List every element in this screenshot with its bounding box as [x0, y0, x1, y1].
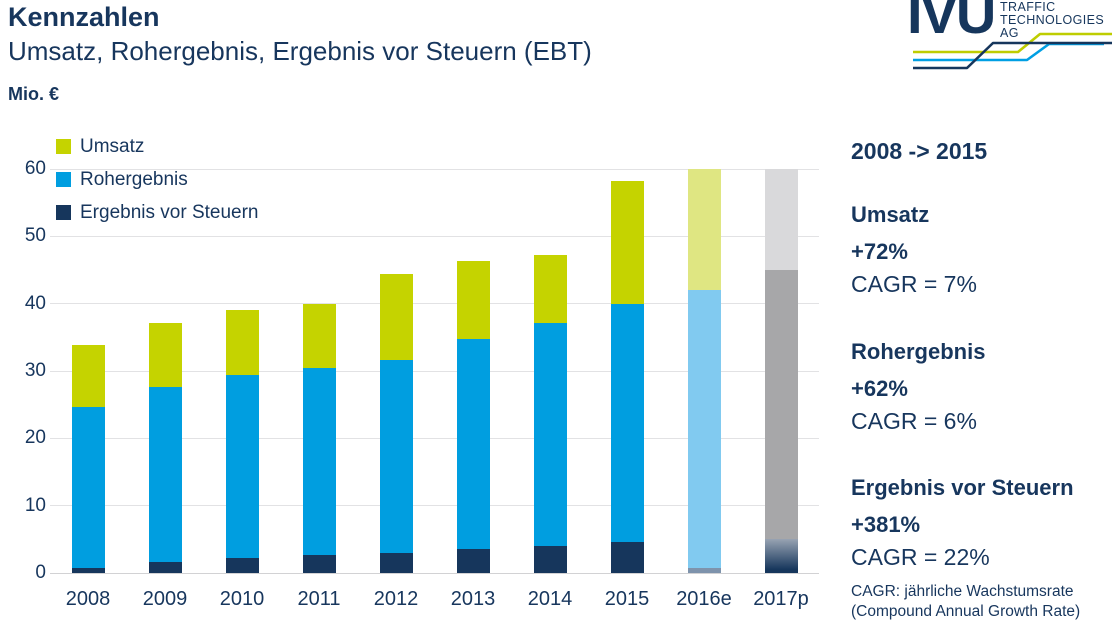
cagr-footnote-line2: (Compound Annual Growth Rate) [851, 603, 1081, 620]
x-axis-label-2011: 2011 [297, 588, 341, 610]
legend-label-2: Ergebnis vor Steuern [80, 201, 259, 223]
bar-2014-ebt-segment [533, 546, 567, 573]
bar-2016e-umsatz-segment [687, 169, 721, 291]
legend-item-2: Ergebnis vor Steuern [56, 202, 259, 223]
bar-2010-ebt-segment [225, 557, 259, 573]
unit-label: Mio. € [8, 84, 60, 104]
x-axis-label-2016e: 2016e [676, 588, 732, 610]
gridline-40 [50, 303, 819, 305]
bar-2015-ebt-segment [610, 542, 644, 573]
y-axis-tick-20: 20 [24, 427, 46, 449]
bar-2017p-umsatz-segment [764, 169, 798, 270]
gridline-50 [50, 235, 819, 237]
x-axis-label-2015: 2015 [604, 588, 650, 610]
metric-rohergebnis-growth: +62% [851, 376, 908, 401]
bar-2016e-rohergebnis-segment [687, 290, 721, 568]
bar-2014-umsatz-segment [533, 255, 567, 324]
chart-legend: Umsatz Rohergebnis Ergebnis vor Steuern [56, 136, 259, 235]
y-axis-tick-60: 60 [24, 158, 46, 179]
legend-item-1: Rohergebnis [56, 169, 259, 190]
y-axis-tick-30: 30 [24, 360, 46, 381]
legend-label-1: Rohergebnis [80, 168, 188, 190]
legend-swatch-0 [56, 139, 71, 154]
bar-2009-rohergebnis-segment [148, 387, 182, 562]
x-axis-label-2010: 2010 [219, 588, 265, 610]
x-axis-label-2009: 2009 [142, 588, 188, 610]
bar-2015-umsatz-segment [610, 181, 644, 304]
bar-2011-rohergebnis-segment [302, 368, 336, 555]
bar-2008-ebt-segment [71, 567, 105, 573]
y-axis-tick-50: 50 [24, 225, 46, 247]
bar-2010-umsatz-segment [225, 310, 259, 376]
y-axis-tick-10: 10 [24, 494, 46, 516]
y-axis-tick-0: 0 [35, 562, 46, 583]
cagr-footnote-line1: CAGR: jährliche Wachstumsrate [851, 583, 1074, 600]
metric-umsatz-growth: +72% [851, 239, 908, 264]
x-axis-label-2014: 2014 [527, 588, 573, 610]
bar-2008-umsatz-segment [71, 345, 105, 407]
bar-2014-rohergebnis-segment [533, 323, 567, 547]
bar-2009-ebt-segment [148, 561, 182, 573]
gridline-30 [50, 370, 819, 372]
x-axis-label-2012: 2012 [373, 588, 419, 610]
x-axis-label-2017p: 2017p [753, 588, 809, 610]
y-axis-tick-40: 40 [24, 292, 46, 314]
metric-rohergebnis-cagr: CAGR = 6% [851, 408, 977, 434]
metric-ebt-cagr: CAGR = 22% [851, 544, 990, 570]
bar-2013-ebt-segment [456, 549, 490, 573]
bar-2012-rohergebnis-segment [379, 359, 413, 553]
metric-umsatz-name: Umsatz [851, 202, 930, 227]
page-subtitle: Umsatz, Rohergebnis, Ergebnis vor Steuer… [8, 36, 592, 66]
bar-2015-rohergebnis-segment [610, 303, 644, 543]
summary-panel: 2008 -> 2015 Umsatz +72% CAGR = 7% Roher… [851, 0, 1113, 628]
logo-tagline: TRAFFIC TECHNOLOGIES AG [1000, 0, 1105, 40]
x-axis-label-2013: 2013 [450, 588, 496, 610]
bar-2011-umsatz-segment [302, 304, 336, 369]
metric-ebt-name: Ergebnis vor Steuern [851, 475, 1074, 500]
bar-2008-rohergebnis-segment [71, 406, 105, 568]
bar-2012-umsatz-segment [379, 274, 413, 360]
legend-item-0: Umsatz [56, 136, 259, 157]
bar-2013-rohergebnis-segment [456, 339, 490, 550]
gridline-10 [50, 505, 819, 507]
logo-track-lines-icon [913, 32, 1112, 70]
bar-2011-ebt-segment [302, 554, 336, 573]
gridline-60 [50, 168, 819, 170]
metric-umsatz-cagr: CAGR = 7% [851, 271, 977, 297]
metric-rohergebnis-name: Rohergebnis [851, 339, 986, 364]
bar-2016e-ebt-segment [687, 567, 721, 573]
bar-2009-umsatz-segment [148, 322, 182, 388]
bar-2017p-ebt-segment [764, 539, 798, 573]
company-logo: IVU TRAFFIC TECHNOLOGIES AG [903, 0, 1116, 80]
legend-label-0: Umsatz [80, 135, 145, 157]
metric-ebt-growth: +381% [851, 512, 921, 537]
x-axis-label-2008: 2008 [65, 588, 111, 610]
legend-swatch-2 [56, 205, 71, 220]
page-title: Kennzahlen [8, 2, 160, 32]
summary-period: 2008 -> 2015 [851, 138, 988, 164]
legend-swatch-1 [56, 172, 71, 187]
logo-wordmark: IVU [907, 0, 996, 45]
gridline-20 [50, 437, 819, 439]
bar-2010-rohergebnis-segment [225, 375, 259, 558]
gridline-0 [50, 572, 819, 574]
bar-2012-ebt-segment [379, 552, 413, 573]
bar-2017p-rohergebnis-segment [764, 270, 798, 540]
bar-2013-umsatz-segment [456, 261, 490, 340]
